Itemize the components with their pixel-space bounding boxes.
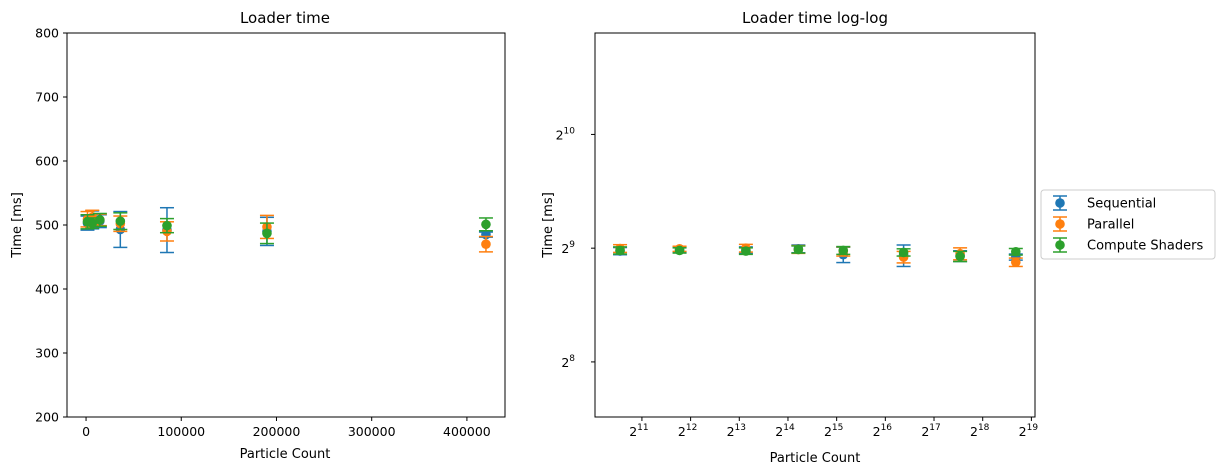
series-compute xyxy=(80,212,493,245)
x-tick-label: 219 xyxy=(1019,423,1039,439)
data-point xyxy=(615,245,625,256)
chart-title: Loader time log-log xyxy=(742,9,888,27)
y-tick-label: 700 xyxy=(35,90,59,105)
data-point xyxy=(1011,257,1021,268)
x-tick-label: 215 xyxy=(824,423,843,439)
y-tick-label: 200 xyxy=(35,410,59,425)
y-tick-label: 500 xyxy=(35,218,59,233)
legend-marker-icon xyxy=(1053,216,1067,232)
plot-frame xyxy=(66,32,506,418)
x-tick-label: 218 xyxy=(970,423,990,439)
x-tick-label: 200000 xyxy=(253,424,301,439)
legend-frame xyxy=(1040,189,1216,260)
legend-entry-parallel: Parallel xyxy=(1053,216,1134,233)
data-point xyxy=(262,228,272,239)
chart-title: Loader time xyxy=(240,9,330,27)
legend-marker-icon xyxy=(1053,237,1067,253)
data-point xyxy=(162,220,172,231)
x-tick-label: 213 xyxy=(727,423,746,439)
data-point xyxy=(838,245,849,256)
plot-frame xyxy=(594,32,1036,418)
data-point xyxy=(481,219,491,230)
y-tick-label: 300 xyxy=(35,346,59,361)
legend-marker-icon xyxy=(1053,195,1067,211)
x-tick-label: 0 xyxy=(82,424,90,439)
y-tick-label: 800 xyxy=(35,26,59,41)
y-axis-label: Time [ms] xyxy=(541,192,556,259)
series-compute xyxy=(613,244,1023,263)
x-tick-label: 211 xyxy=(629,423,648,439)
y-tick-label: 400 xyxy=(35,282,59,297)
y-tick-label: 28 xyxy=(561,354,575,370)
y-axis-label: Time [ms] xyxy=(10,192,25,259)
chart-loader-time: Loader time Particle Count Time [ms] 0 10… xyxy=(10,9,506,462)
x-tick-label: 400000 xyxy=(443,424,491,439)
y-tick-label: 600 xyxy=(35,154,59,169)
data-point xyxy=(741,246,751,256)
data-point xyxy=(955,251,965,262)
legend-entry-compute-shaders: Compute Shaders xyxy=(1053,237,1203,254)
data-point xyxy=(898,247,909,258)
data-point xyxy=(95,215,105,225)
x-axis-label: Particle Count xyxy=(240,447,331,462)
data-point xyxy=(793,244,804,255)
data-point xyxy=(481,239,491,249)
y-tick-label: 210 xyxy=(556,126,576,142)
data-point xyxy=(1011,246,1021,257)
legend-entry-sequential: Sequential xyxy=(1053,195,1156,212)
data-point xyxy=(674,245,685,256)
x-tick-label: 217 xyxy=(921,423,940,439)
legend-label: Sequential xyxy=(1087,197,1156,212)
plot-area: 211 212 213 214 215 216 217 218 219 28 29 210 xyxy=(556,32,1039,439)
x-axis-label: Particle Count xyxy=(770,451,861,466)
legend: Sequential Parallel Compute Shaders xyxy=(1040,189,1216,260)
x-tick-label: 300000 xyxy=(348,424,396,439)
data-point xyxy=(87,218,98,228)
chart-loader-time-log-log: Loader time log-log Particle Count Time … xyxy=(541,9,1038,466)
x-tick-label: 214 xyxy=(775,423,795,439)
x-tick-label: 100000 xyxy=(157,424,205,439)
legend-label: Compute Shaders xyxy=(1087,239,1203,254)
legend-label: Parallel xyxy=(1087,218,1134,233)
x-tick-label: 212 xyxy=(678,423,697,439)
y-tick-label: 29 xyxy=(561,240,575,256)
data-point xyxy=(115,216,126,226)
plot-area: 0 100000 200000 300000 400000 200 300 400 500 600… xyxy=(35,26,506,439)
x-tick-label: 216 xyxy=(873,423,893,439)
